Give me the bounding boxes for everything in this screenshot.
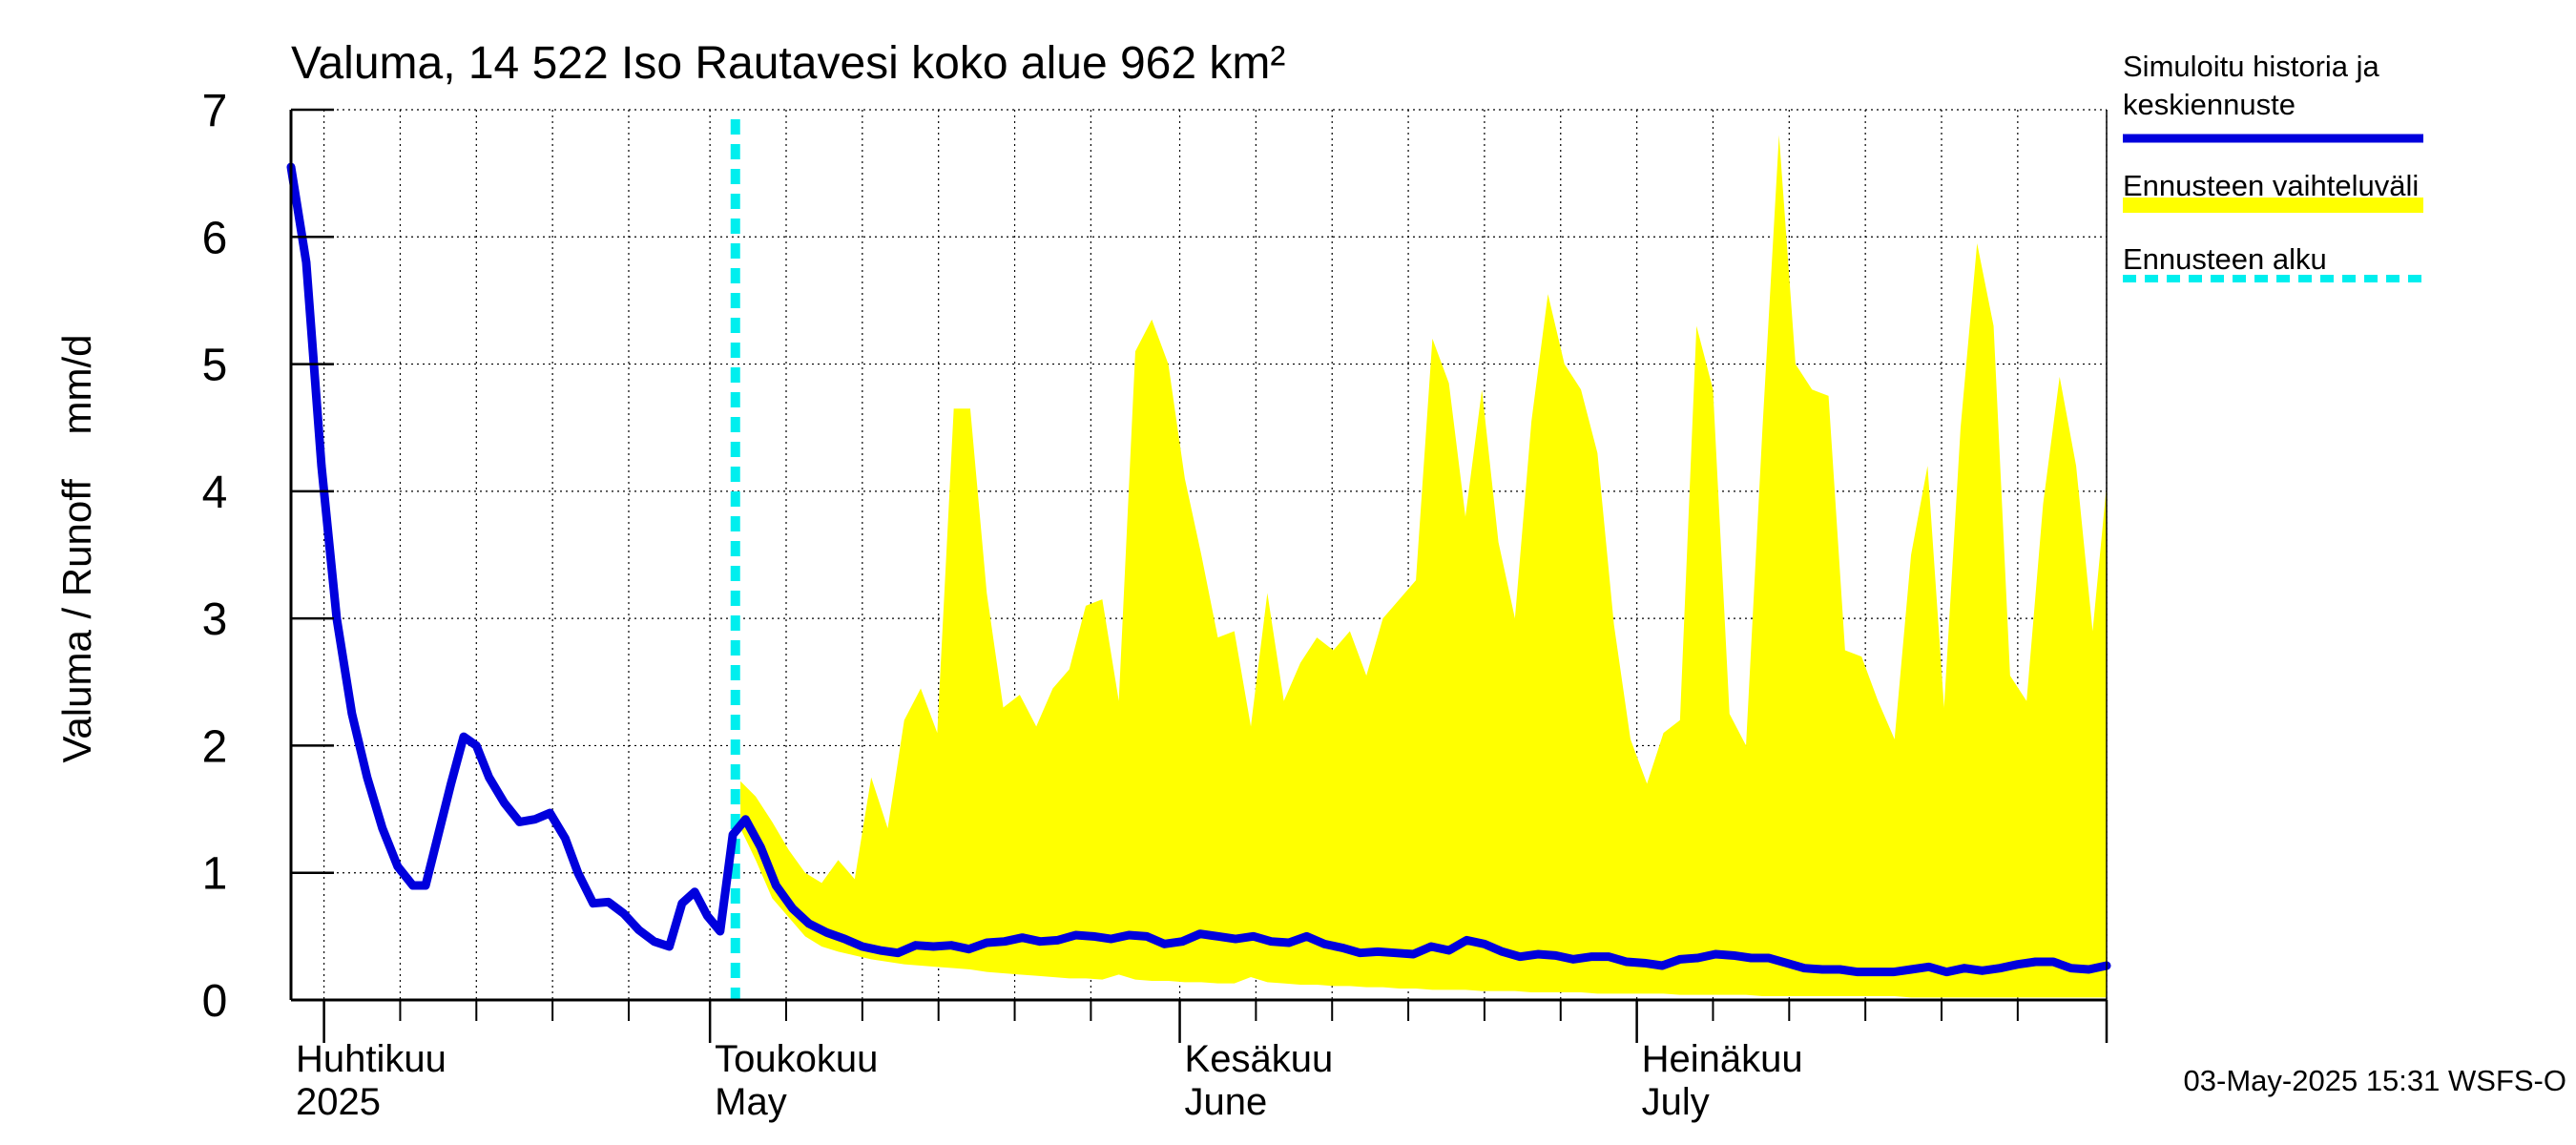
y-tick-label-0: 0 xyxy=(202,976,228,1027)
month-label-fi: Heinäkuu xyxy=(1642,1038,1803,1080)
chart-title: Valuma, 14 522 Iso Rautavesi koko alue 9… xyxy=(291,38,1285,89)
month-label-en: June xyxy=(1185,1081,1268,1123)
footer-timestamp: 03-May-2025 15:31 WSFS-O xyxy=(2184,1064,2566,1097)
month-label-fi: Toukokuu xyxy=(715,1038,878,1080)
legend-label: keskiennuste xyxy=(2123,88,2296,121)
month-label-fi: Huhtikuu xyxy=(296,1038,447,1080)
tick-labels: 01234567Huhtikuu2025ToukokuuMayKesäkuuJu… xyxy=(202,86,1803,1123)
forecast-range-band xyxy=(740,135,2107,998)
month-label-en: July xyxy=(1642,1081,1710,1123)
y-tick-label-3: 3 xyxy=(202,594,228,645)
legend-label: Ennusteen vaihteluväli xyxy=(2123,169,2419,202)
month-label-fi: Kesäkuu xyxy=(1185,1038,1334,1080)
y-tick-label-7: 7 xyxy=(202,86,228,136)
legend-label: Simuloitu historia ja xyxy=(2123,50,2380,83)
y-tick-label-5: 5 xyxy=(202,341,228,391)
axes xyxy=(289,108,2109,1043)
y-tick-label-1: 1 xyxy=(202,849,228,900)
forecast-band-area xyxy=(740,135,2107,998)
legend: Simuloitu historia ja keskiennuste Ennuste… xyxy=(2123,50,2423,282)
y-tick-label-2: 2 xyxy=(202,721,228,772)
y-tick-label-6: 6 xyxy=(202,213,228,263)
y-tick-label-4: 4 xyxy=(202,468,228,518)
simulated-series xyxy=(286,162,2111,977)
month-label-en: 2025 xyxy=(296,1081,381,1123)
month-label-en: May xyxy=(715,1081,787,1123)
legend-label: Ennusteen alku xyxy=(2123,242,2327,276)
series-line-simulated xyxy=(286,162,2111,977)
y-axis-label: Valuma / Runoff mm/d xyxy=(54,335,99,763)
